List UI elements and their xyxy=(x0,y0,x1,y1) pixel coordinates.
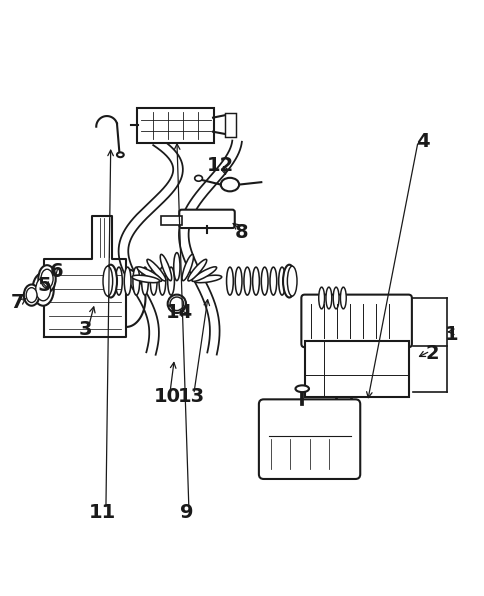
Ellipse shape xyxy=(41,269,53,288)
Ellipse shape xyxy=(159,267,166,295)
Ellipse shape xyxy=(116,267,122,295)
Ellipse shape xyxy=(151,267,157,295)
Polygon shape xyxy=(126,269,146,327)
Ellipse shape xyxy=(244,267,251,295)
Text: 10: 10 xyxy=(154,387,181,406)
Ellipse shape xyxy=(147,259,166,281)
Ellipse shape xyxy=(142,267,149,295)
Ellipse shape xyxy=(295,386,309,392)
Ellipse shape xyxy=(38,265,56,292)
Ellipse shape xyxy=(235,267,242,295)
Ellipse shape xyxy=(319,287,325,309)
Text: 9: 9 xyxy=(180,503,193,522)
Ellipse shape xyxy=(270,267,277,295)
Ellipse shape xyxy=(117,153,124,157)
Text: 7: 7 xyxy=(11,293,24,312)
Text: 2: 2 xyxy=(426,344,439,363)
Polygon shape xyxy=(44,216,126,337)
Ellipse shape xyxy=(170,297,183,311)
FancyBboxPatch shape xyxy=(137,108,214,142)
Ellipse shape xyxy=(188,259,207,281)
Ellipse shape xyxy=(24,284,39,306)
Ellipse shape xyxy=(221,178,239,191)
FancyBboxPatch shape xyxy=(179,210,235,228)
Ellipse shape xyxy=(105,265,117,297)
Ellipse shape xyxy=(253,267,259,295)
Ellipse shape xyxy=(174,253,180,281)
Ellipse shape xyxy=(182,254,194,281)
Ellipse shape xyxy=(124,267,131,295)
FancyBboxPatch shape xyxy=(302,294,412,347)
Text: 3: 3 xyxy=(78,320,92,339)
Ellipse shape xyxy=(194,275,222,283)
Ellipse shape xyxy=(340,287,346,309)
Ellipse shape xyxy=(137,267,162,281)
Text: 1: 1 xyxy=(445,325,459,344)
Ellipse shape xyxy=(326,287,332,309)
FancyBboxPatch shape xyxy=(259,399,360,479)
Ellipse shape xyxy=(36,278,51,301)
Ellipse shape xyxy=(167,267,174,295)
Ellipse shape xyxy=(283,265,296,297)
Ellipse shape xyxy=(132,275,160,283)
Ellipse shape xyxy=(333,287,339,309)
Text: 8: 8 xyxy=(235,224,249,243)
Ellipse shape xyxy=(32,273,54,306)
Ellipse shape xyxy=(279,267,286,295)
Ellipse shape xyxy=(287,266,297,296)
Ellipse shape xyxy=(103,266,113,296)
Ellipse shape xyxy=(261,267,268,295)
Ellipse shape xyxy=(227,267,233,295)
Ellipse shape xyxy=(195,175,202,181)
Text: 4: 4 xyxy=(416,132,430,151)
Text: 12: 12 xyxy=(207,156,234,175)
Text: 14: 14 xyxy=(166,303,193,322)
Text: 11: 11 xyxy=(89,503,116,522)
Ellipse shape xyxy=(192,267,217,281)
Ellipse shape xyxy=(160,254,172,281)
Ellipse shape xyxy=(167,294,186,313)
Bar xyxy=(225,113,236,137)
Bar xyxy=(305,342,408,397)
Text: 6: 6 xyxy=(49,262,63,281)
Text: 5: 5 xyxy=(37,277,51,296)
Bar xyxy=(161,216,182,225)
Text: 13: 13 xyxy=(178,387,205,406)
Ellipse shape xyxy=(26,288,37,303)
Ellipse shape xyxy=(133,267,140,295)
